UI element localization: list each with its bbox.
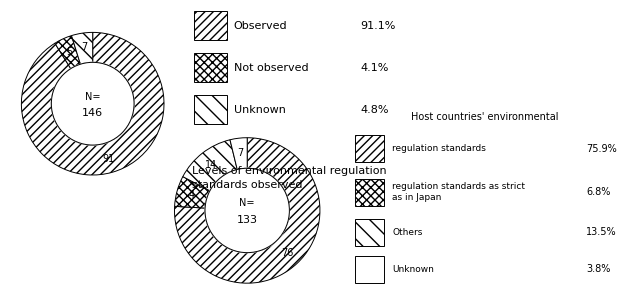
Text: 14: 14 <box>205 160 218 170</box>
Circle shape <box>205 168 289 253</box>
Text: 6.8%: 6.8% <box>586 187 611 197</box>
Text: 3.8%: 3.8% <box>586 264 611 274</box>
Text: 7: 7 <box>237 148 243 158</box>
Text: 133: 133 <box>237 215 258 225</box>
Text: 75.9%: 75.9% <box>586 144 617 153</box>
Text: Levels of environmental regulation
standards observed: Levels of environmental regulation stand… <box>192 166 386 190</box>
Text: 5: 5 <box>66 47 72 57</box>
Text: 76: 76 <box>281 248 294 258</box>
Text: regulation standards: regulation standards <box>392 144 486 153</box>
Text: N=: N= <box>239 198 255 208</box>
FancyBboxPatch shape <box>194 53 227 82</box>
Wedge shape <box>175 177 210 208</box>
FancyBboxPatch shape <box>355 179 384 206</box>
FancyBboxPatch shape <box>355 135 384 162</box>
Text: Not observed: Not observed <box>234 63 308 73</box>
Wedge shape <box>183 140 237 191</box>
Text: Host countries' environmental: Host countries' environmental <box>411 112 558 122</box>
Text: Unknown: Unknown <box>392 265 434 274</box>
Text: N=: N= <box>85 92 101 102</box>
FancyBboxPatch shape <box>194 11 227 40</box>
Text: 146: 146 <box>82 108 103 118</box>
Text: regulation standards as strict
as in Japan: regulation standards as strict as in Jap… <box>392 182 525 202</box>
Text: 91: 91 <box>103 153 114 163</box>
Wedge shape <box>174 138 320 283</box>
Text: 4.1%: 4.1% <box>361 63 389 73</box>
Wedge shape <box>55 36 80 69</box>
Text: 13.5%: 13.5% <box>586 228 617 237</box>
Wedge shape <box>22 32 164 175</box>
FancyBboxPatch shape <box>355 219 384 246</box>
Text: 91.1%: 91.1% <box>361 21 396 31</box>
Text: 7: 7 <box>81 42 87 52</box>
Text: Others: Others <box>392 228 423 237</box>
Text: 4: 4 <box>188 190 194 200</box>
Wedge shape <box>72 32 93 64</box>
Text: Observed: Observed <box>234 21 287 31</box>
FancyBboxPatch shape <box>355 256 384 283</box>
Circle shape <box>51 62 134 145</box>
Text: Unknown: Unknown <box>234 105 286 115</box>
Text: 4.8%: 4.8% <box>361 105 389 115</box>
FancyBboxPatch shape <box>194 95 227 124</box>
Wedge shape <box>230 138 247 170</box>
